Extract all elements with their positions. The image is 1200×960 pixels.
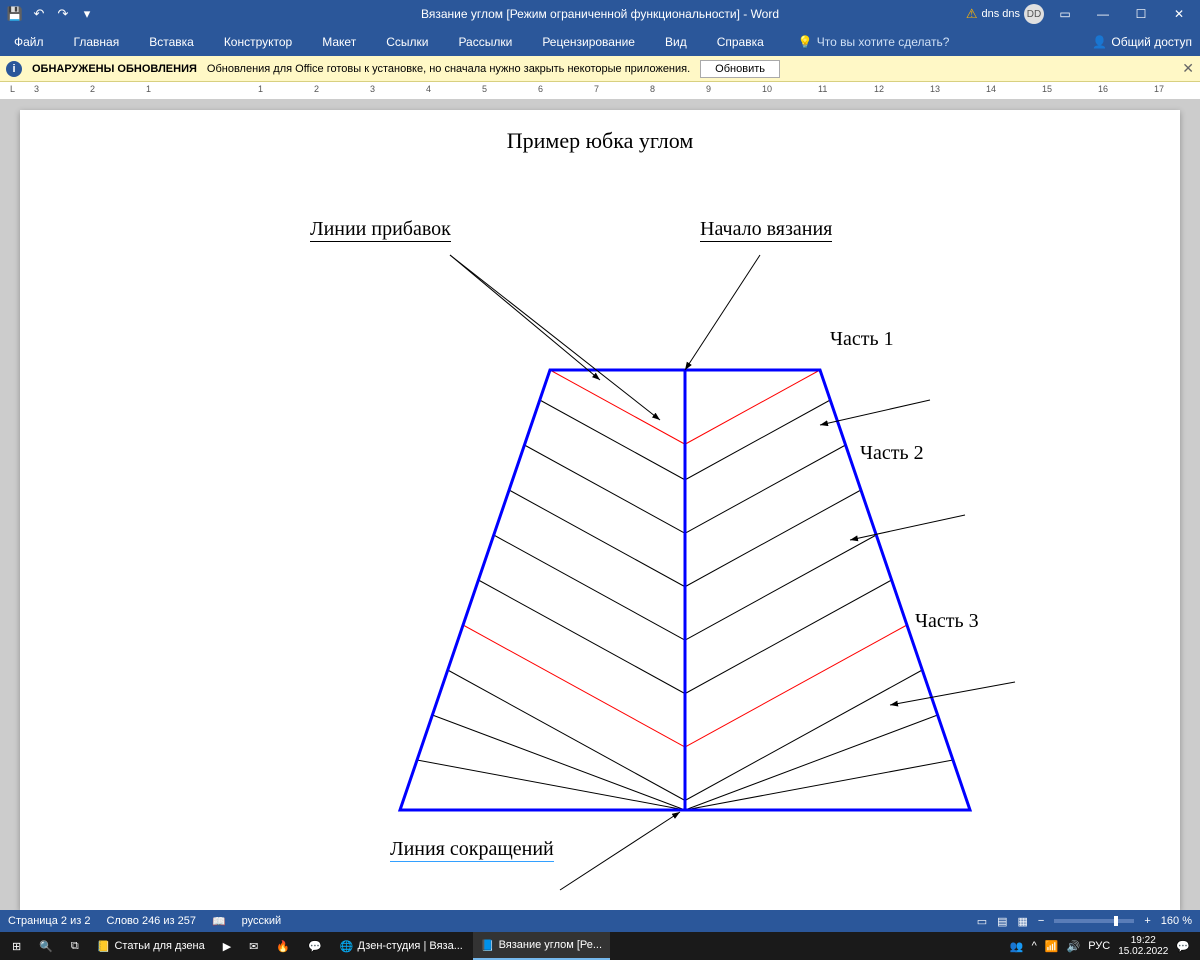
spellcheck-icon[interactable]: 📖 [212, 915, 226, 928]
status-language[interactable]: русский [242, 915, 281, 927]
taskbar-chrome-label: Дзен-студия | Вяза... [357, 940, 462, 952]
zoom-level[interactable]: 160 % [1161, 915, 1192, 927]
undo-icon[interactable]: ↶ [30, 5, 48, 23]
tray-chevron-icon[interactable]: ^ [1032, 940, 1037, 952]
web-layout-icon[interactable]: ▦ [1018, 915, 1028, 928]
tell-me-label: Что вы хотите сделать? [817, 35, 950, 49]
update-caption: ОБНАРУЖЕНЫ ОБНОВЛЕНИЯ [32, 63, 197, 75]
window-title: Вязание углом [Режим ограниченной функци… [421, 7, 779, 21]
search-icon[interactable]: 🔍 [31, 932, 61, 960]
status-page[interactable]: Страница 2 из 2 [8, 915, 90, 927]
tab-view[interactable]: Вид [659, 31, 693, 53]
tab-insert[interactable]: Вставка [143, 31, 200, 53]
horizontal-ruler[interactable]: L 321 123 456 789 101112 131415 1617 [0, 82, 1200, 100]
tray-clock[interactable]: 19:22 15.02.2022 [1118, 935, 1168, 957]
knitting-diagram [60, 170, 1140, 910]
read-mode-icon[interactable]: ▭ [977, 915, 987, 928]
taskbar-word-label: Вязание углом [Ре... [499, 939, 602, 951]
tab-help[interactable]: Справка [711, 31, 770, 53]
warning-icon: ⚠ [966, 6, 978, 22]
tab-review[interactable]: Рецензирование [536, 31, 641, 53]
close-notification-button[interactable]: ✕ [1182, 60, 1194, 77]
info-icon: i [6, 61, 22, 77]
qat-more-icon[interactable]: ▾ [78, 5, 96, 23]
taskbar-app-4[interactable]: 🔥 [268, 932, 298, 960]
zoom-out-button[interactable]: − [1038, 915, 1044, 927]
zoom-in-button[interactable]: + [1144, 915, 1150, 927]
menubar: Файл Главная Вставка Конструктор Макет С… [0, 28, 1200, 56]
start-button[interactable]: ⊞ [4, 932, 29, 960]
windows-taskbar: ⊞ 🔍 ⧉ 📒 Статьи для дзена ▶ ✉ 🔥 💬 🌐 Дзен-… [0, 932, 1200, 960]
notification-icon[interactable]: 💬 [1176, 940, 1190, 953]
username: dns dns [981, 8, 1020, 20]
redo-icon[interactable]: ↷ [54, 5, 72, 23]
user-avatar[interactable]: DD [1024, 4, 1044, 24]
minimize-button[interactable]: — [1086, 0, 1120, 28]
zoom-slider[interactable] [1054, 919, 1134, 923]
taskbar-word[interactable]: 📘 Вязание углом [Ре... [473, 932, 610, 960]
share-button[interactable]: 👤 Общий доступ [1092, 35, 1192, 49]
tab-mailings[interactable]: Рассылки [452, 31, 518, 53]
save-icon[interactable]: 💾 [6, 5, 24, 23]
titlebar: 💾 ↶ ↷ ▾ Вязание углом [Режим ограниченно… [0, 0, 1200, 28]
tab-file[interactable]: Файл [8, 31, 50, 53]
maximize-button[interactable]: ☐ [1124, 0, 1158, 28]
tab-design[interactable]: Конструктор [218, 31, 298, 53]
tray-time: 19:22 [1118, 935, 1168, 946]
tray-network-icon[interactable]: 📶 [1045, 940, 1059, 953]
statusbar: Страница 2 из 2 Слово 246 из 257 📖 русск… [0, 910, 1200, 932]
close-button[interactable]: ✕ [1162, 0, 1196, 28]
taskbar-app-1[interactable]: 📒 Статьи для дзена [89, 932, 213, 960]
tab-home[interactable]: Главная [68, 31, 126, 53]
print-layout-icon[interactable]: ▤ [997, 915, 1007, 928]
tray-language[interactable]: РУС [1088, 940, 1110, 952]
taskbar-app-3[interactable]: ✉ [241, 932, 266, 960]
update-button[interactable]: Обновить [700, 60, 780, 78]
tab-layout[interactable]: Макет [316, 31, 362, 53]
status-words[interactable]: Слово 246 из 257 [106, 915, 196, 927]
taskbar-app-1-label: Статьи для дзена [114, 940, 204, 952]
update-notification-bar: i ОБНАРУЖЕНЫ ОБНОВЛЕНИЯ Обновления для O… [0, 56, 1200, 82]
tray-date: 15.02.2022 [1118, 946, 1168, 957]
tell-me-search[interactable]: 💡 Что вы хотите сделать? [798, 35, 950, 49]
taskbar-app-2[interactable]: ▶ [215, 932, 239, 960]
task-view-icon[interactable]: ⧉ [63, 932, 87, 960]
taskbar-app-5[interactable]: 💬 [300, 932, 330, 960]
taskbar-chrome[interactable]: 🌐 Дзен-студия | Вяза... [332, 932, 471, 960]
tray-volume-icon[interactable]: 🔊 [1067, 940, 1081, 953]
page-title: Пример юбка углом [507, 128, 693, 154]
document-page: Пример юбка углом Линии прибавок Начало … [20, 110, 1180, 910]
ribbon-display-icon[interactable]: ▭ [1048, 0, 1082, 28]
document-area[interactable]: Пример юбка углом Линии прибавок Начало … [0, 100, 1200, 910]
update-text: Обновления для Office готовы к установке… [207, 63, 690, 75]
people-icon[interactable]: 👥 [1010, 940, 1024, 953]
share-label: Общий доступ [1111, 35, 1192, 49]
tab-references[interactable]: Ссылки [380, 31, 434, 53]
